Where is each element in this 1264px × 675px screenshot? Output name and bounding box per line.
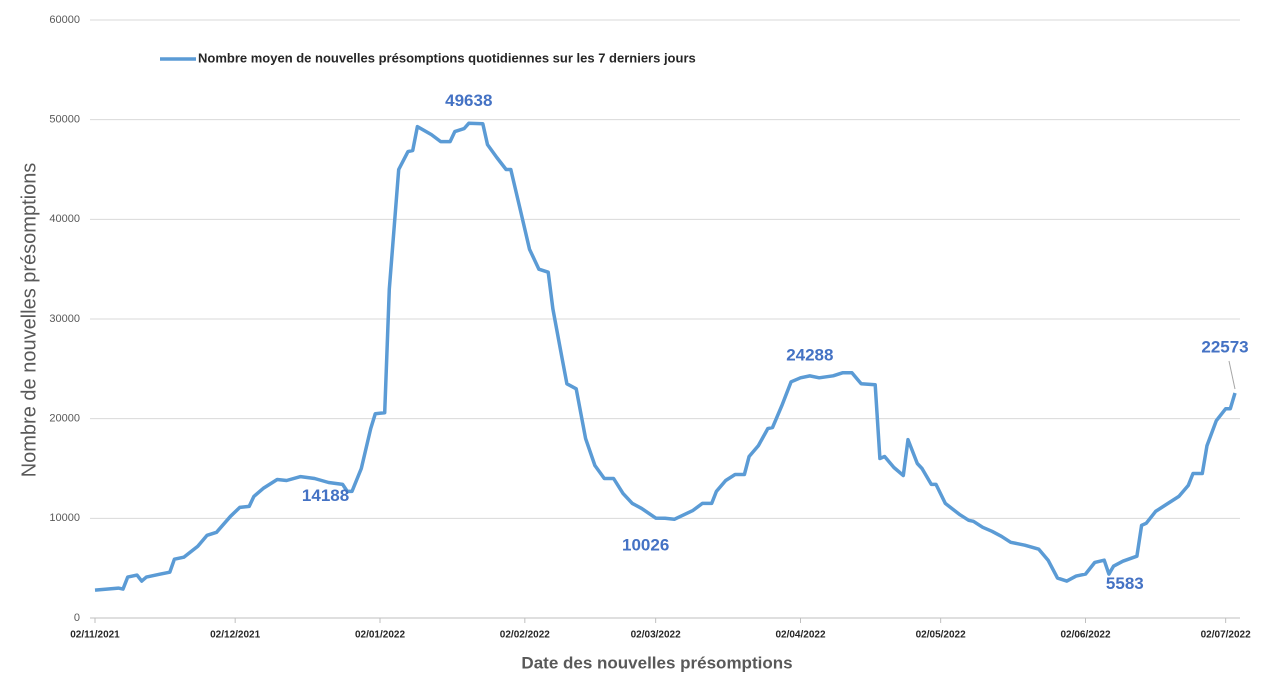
y-tick-label: 50000: [49, 114, 80, 126]
y-axis-title: Nombre de nouvelles présomptions: [18, 163, 40, 478]
x-tick-label: 02/12/2021: [210, 630, 260, 641]
data-label: 24288: [786, 345, 833, 364]
x-tick-label: 02/02/2022: [500, 630, 550, 641]
x-tick-label: 02/03/2022: [631, 630, 681, 641]
leader-line: [1228, 360, 1236, 390]
data-label: 49638: [445, 91, 492, 110]
y-tick-label: 30000: [49, 313, 80, 325]
x-tick-label: 02/04/2022: [775, 630, 825, 641]
y-tick-label: 40000: [49, 213, 80, 225]
x-tick-label: 02/11/2021: [70, 630, 120, 641]
x-axis-title: Date des nouvelles présomptions: [521, 653, 792, 672]
data-label: 14188: [302, 486, 349, 505]
data-label: 10026: [622, 536, 669, 555]
line: [94, 121, 1237, 592]
data-label: 5583: [1106, 574, 1144, 593]
y-tick-label: 0: [74, 612, 80, 624]
y-tick-label: 20000: [49, 413, 80, 425]
y-tick-label: 10000: [49, 512, 80, 524]
y-tick-label: 60000: [49, 14, 80, 26]
x-tick-label: 02/01/2022: [355, 630, 405, 641]
data-label: 22573: [1201, 338, 1248, 357]
x-tick-label: 02/06/2022: [1060, 630, 1110, 641]
x-tick-label: 02/05/2022: [916, 630, 966, 641]
x-tick-label: 02/07/2022: [1201, 630, 1251, 641]
legend-label: Nombre moyen de nouvelles présomptions q…: [198, 50, 696, 65]
